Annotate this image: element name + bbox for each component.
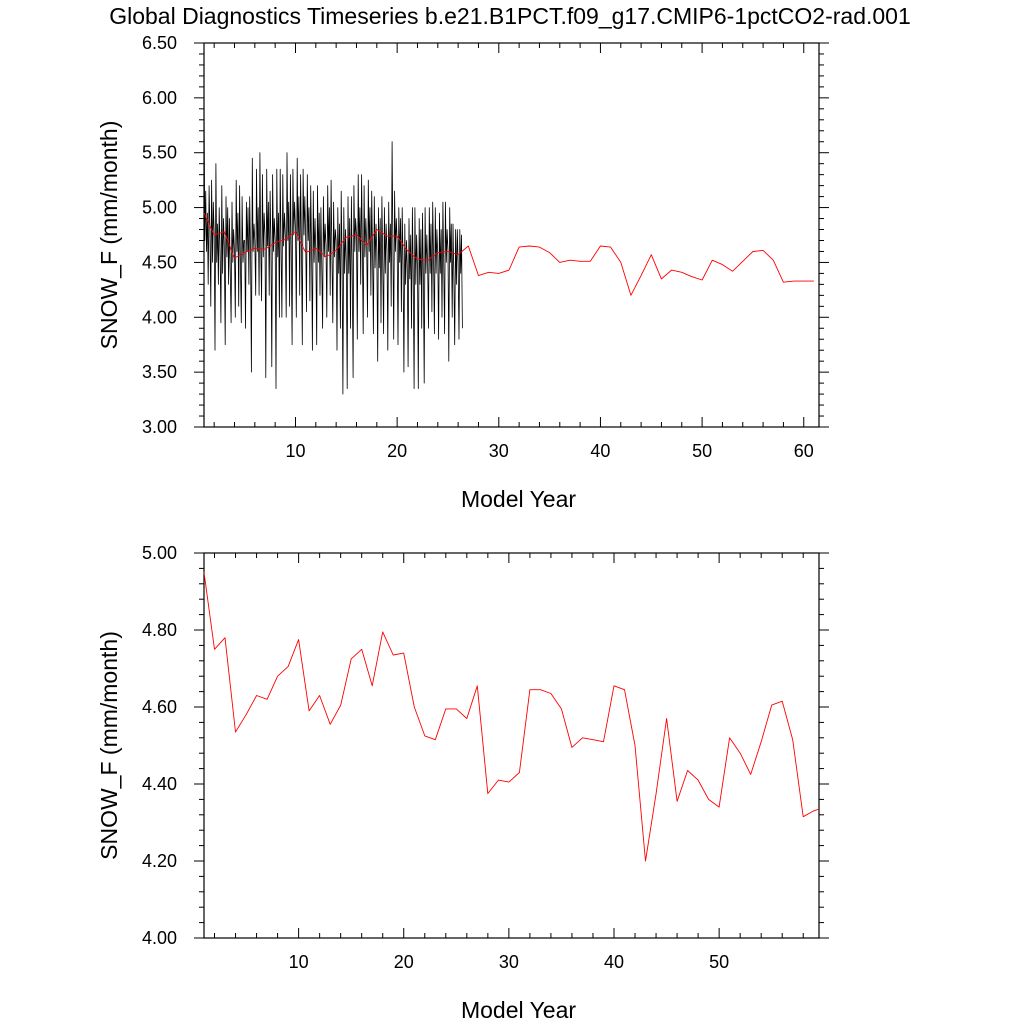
y-tick-label: 6.50 [142,33,177,53]
y-axis-label: SNOW_F (mm/month) [96,631,122,860]
x-tick-label: 30 [489,441,509,461]
x-tick-label: 60 [794,441,814,461]
chart-panel-2: 10 20 30 40 50 4.00 4.20 4.40 4.60 4.80 5.00 Model … [96,543,829,1023]
plot-frame [203,42,820,428]
y-tick-label: 4.00 [142,928,177,948]
y-tick-label: 4.50 [142,252,177,272]
y-tick-label: 4.80 [142,620,177,640]
chart-title: Global Diagnostics Timeseries b.e21.B1PC… [109,3,911,29]
x-tick-label: 40 [604,952,624,972]
y-tick-label: 4.60 [142,697,177,717]
x-axis-label: Model Year [461,486,576,512]
y-tick-label: 5.00 [142,198,177,218]
x-tick-label: 40 [590,441,610,461]
y-tick-label: 4.20 [142,851,177,871]
x-tick-label: 20 [387,441,407,461]
y-tick-label: 3.50 [142,362,177,382]
y-tick-label: 5.00 [142,543,177,563]
x-tick-label: 20 [394,952,414,972]
x-tick-label: 10 [285,441,305,461]
x-tick-label: 50 [709,952,729,972]
x-tick-label: 50 [692,441,712,461]
y-tick-label: 4.40 [142,774,177,794]
y-axis-label: SNOW_F (mm/month) [96,121,122,350]
x-tick-label: 30 [499,952,519,972]
x-axis-label: Model Year [461,997,576,1023]
series-line-monthly [203,92,463,395]
series-line-annual [203,212,814,296]
x-tick-label: 10 [289,952,309,972]
y-tick-label: 5.50 [142,143,177,163]
plot-frame [203,552,820,939]
y-tick-label: 4.00 [142,307,177,327]
y-tick-label: 6.00 [142,88,177,108]
series-line-annual [203,572,820,862]
chart-panel-1: 10 20 30 40 50 60 3.00 3.50 4.00 4.50 5.00 5.50 6.00… [96,33,829,512]
x-ticks [194,42,829,428]
x-ticks [194,552,829,939]
y-tick-label: 3.00 [142,417,177,437]
